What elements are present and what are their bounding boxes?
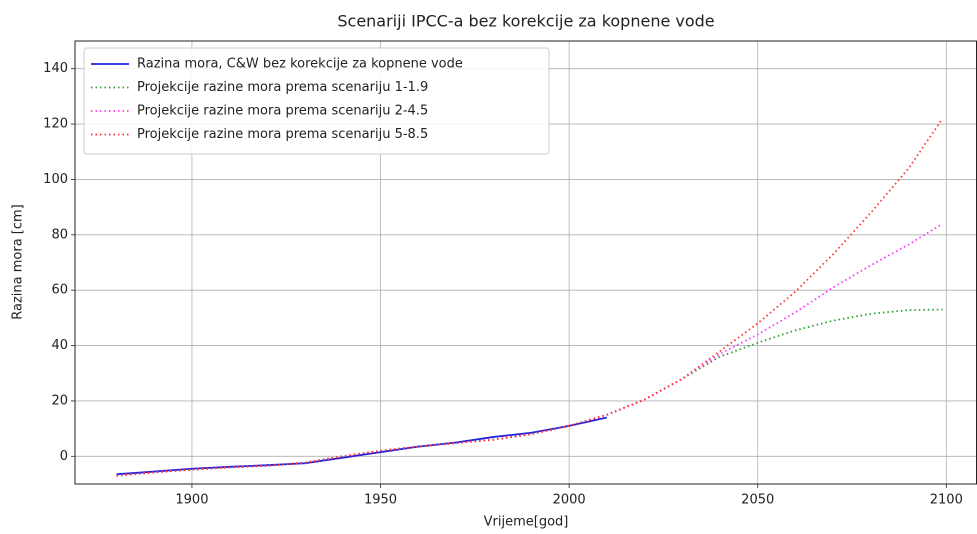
y-tick-label: 20 bbox=[51, 393, 68, 408]
series-line bbox=[116, 308, 943, 477]
y-axis-label: Razina mora [cm] bbox=[11, 204, 26, 320]
y-tick-label: 60 bbox=[51, 283, 68, 298]
y-tick-label: 120 bbox=[43, 117, 68, 132]
y-tick-label: 100 bbox=[43, 172, 68, 187]
y-tick-label: 140 bbox=[43, 61, 68, 76]
legend-box bbox=[83, 47, 550, 155]
x-tick-label: 1900 bbox=[175, 493, 208, 508]
x-tick-label: 2000 bbox=[553, 493, 586, 508]
legend-label: Projekcije razine mora prema scenariju 2… bbox=[137, 104, 428, 119]
y-tick-label: 80 bbox=[51, 227, 68, 242]
legend-label: Projekcije razine mora prema scenariju 1… bbox=[137, 80, 428, 95]
series-line bbox=[116, 416, 608, 476]
x-tick-label: 2050 bbox=[741, 493, 774, 508]
y-tick-label: 40 bbox=[51, 338, 68, 353]
x-tick-label: 2100 bbox=[930, 493, 963, 508]
chart-title: Scenariji IPCC-a bez korekcije za kopnen… bbox=[337, 12, 714, 31]
series-line bbox=[116, 222, 944, 477]
legend-label: Projekcije razine mora prema scenariju 5… bbox=[137, 127, 428, 142]
x-tick-label: 1950 bbox=[364, 493, 397, 508]
y-tick-label: 0 bbox=[60, 449, 68, 464]
x-axis-label: Vrijeme[god] bbox=[484, 515, 569, 530]
legend-label: Razina mora, C&W bez korekcije za kopnen… bbox=[137, 57, 463, 72]
